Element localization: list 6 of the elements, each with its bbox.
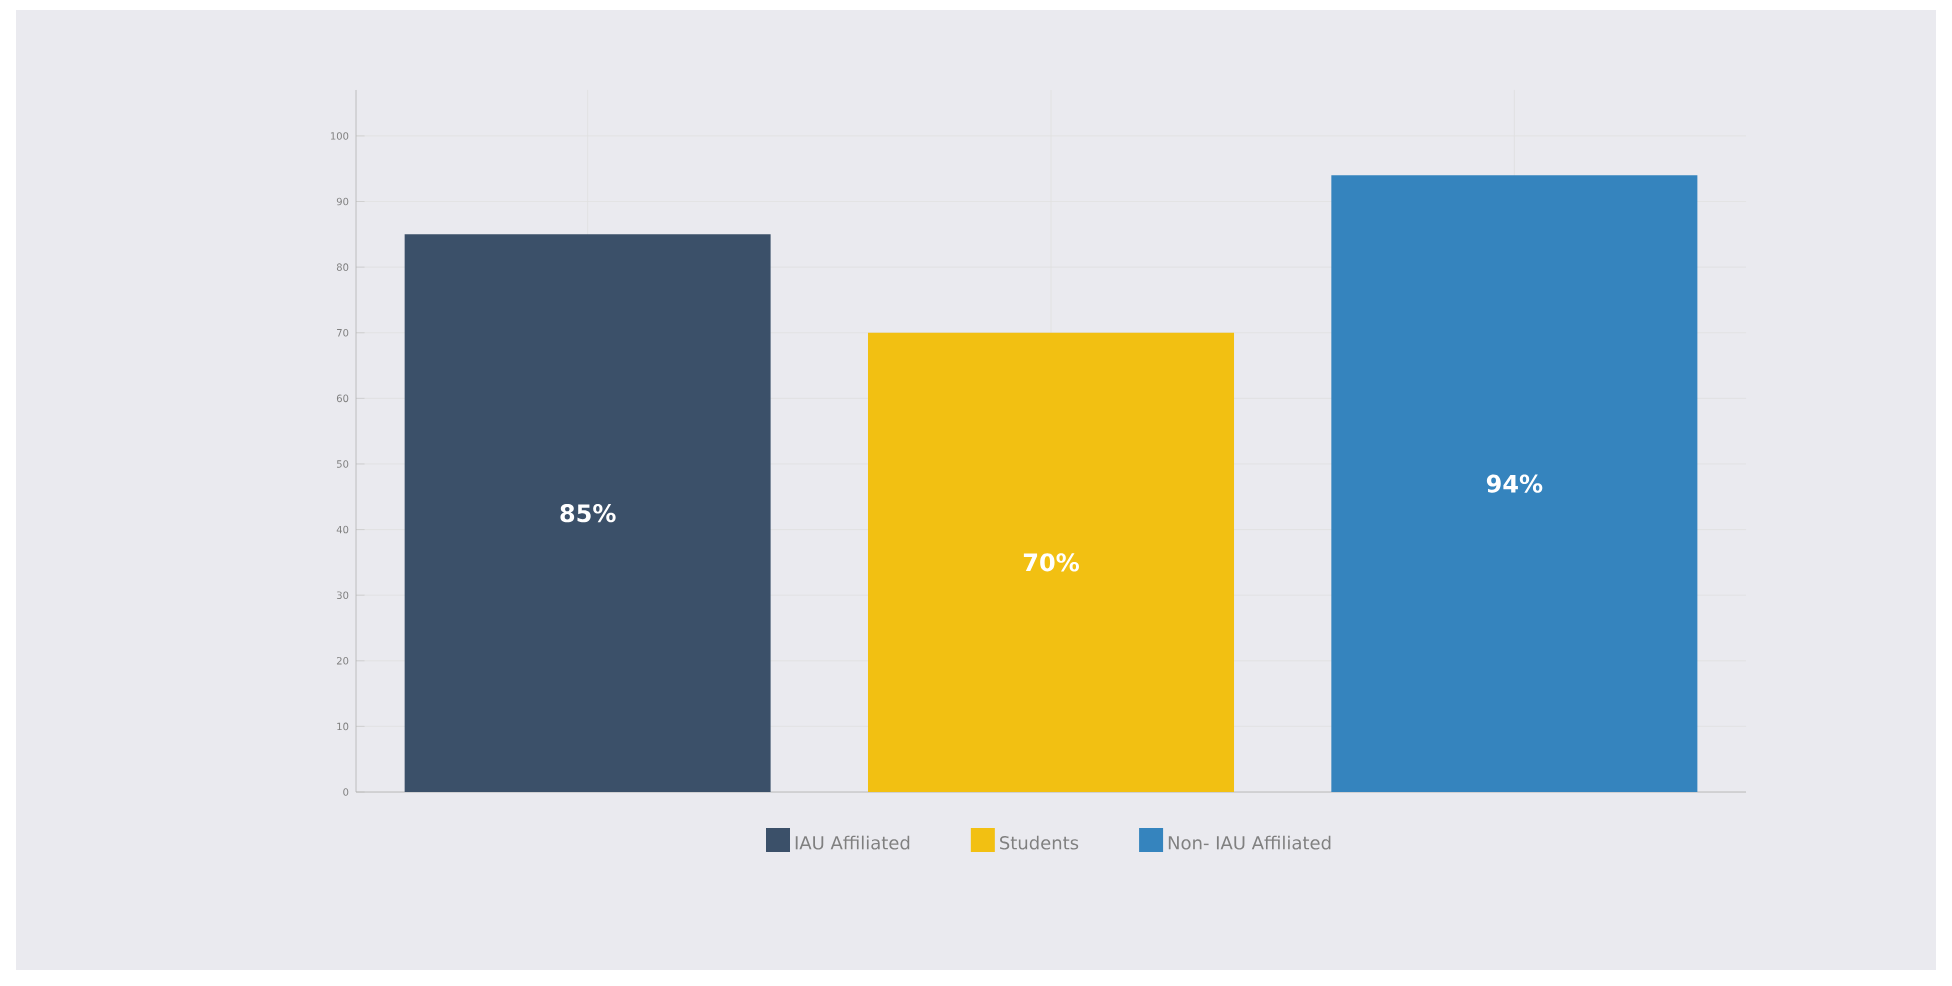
data-label: 85% <box>560 504 616 523</box>
legend-label: IAU Affiliated <box>795 835 910 850</box>
data-label: 70% <box>1023 553 1079 572</box>
data-label: 94% <box>1486 474 1543 493</box>
legend-label: Students <box>1000 835 1079 850</box>
legend-label: Non- IAU Affiliated <box>1168 835 1331 850</box>
